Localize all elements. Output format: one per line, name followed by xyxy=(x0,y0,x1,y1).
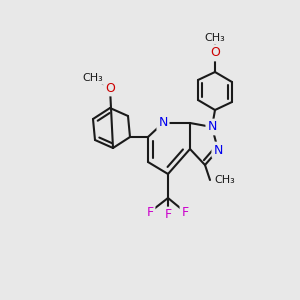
Text: F: F xyxy=(164,208,172,221)
Text: O: O xyxy=(105,82,115,94)
Text: F: F xyxy=(182,206,189,218)
Text: CH₃: CH₃ xyxy=(214,175,235,185)
Text: CH₃: CH₃ xyxy=(82,73,103,83)
Text: N: N xyxy=(207,121,217,134)
Text: CH₃: CH₃ xyxy=(205,33,225,43)
Text: F: F xyxy=(146,206,154,218)
Text: O: O xyxy=(210,46,220,59)
Text: N: N xyxy=(158,116,168,130)
Text: N: N xyxy=(213,143,223,157)
